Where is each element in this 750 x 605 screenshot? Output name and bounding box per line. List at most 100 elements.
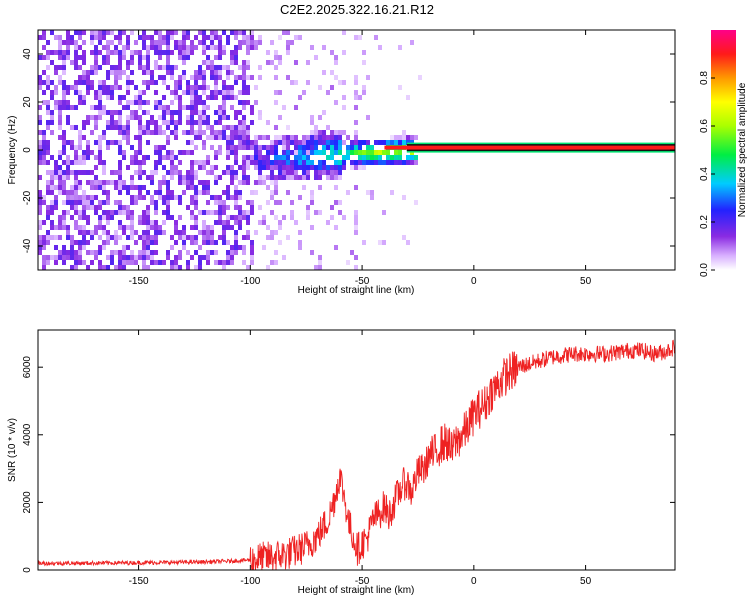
spectrogram-cell bbox=[242, 90, 246, 95]
spectrogram-cell bbox=[402, 140, 406, 145]
spectrogram-cell bbox=[198, 85, 202, 90]
spectrogram-cell bbox=[142, 55, 146, 60]
spectrogram-cell bbox=[266, 135, 270, 140]
spectrogram-cell bbox=[190, 185, 194, 190]
spectrogram-cell bbox=[110, 30, 114, 35]
spectrogram-cell bbox=[94, 120, 98, 125]
spectrogram-cell bbox=[226, 205, 230, 210]
spectrogram-cell bbox=[162, 200, 166, 205]
spectrogram-cell bbox=[202, 120, 206, 125]
spectrogram-cell bbox=[222, 85, 226, 90]
spectrogram-cell bbox=[74, 220, 78, 225]
spectrogram-cell bbox=[366, 190, 370, 195]
spectrogram-cell bbox=[158, 145, 162, 150]
spectrogram-cell bbox=[246, 125, 250, 130]
spectrogram-cell bbox=[46, 210, 50, 215]
spectrogram-cell bbox=[338, 170, 342, 175]
spectrogram-cell bbox=[102, 105, 106, 110]
spectrogram-cell bbox=[74, 175, 78, 180]
spectrogram-cell bbox=[118, 30, 122, 35]
spectrogram-cell bbox=[102, 170, 106, 175]
spectrogram-cell bbox=[58, 150, 62, 155]
snr-y-tick-label: 0 bbox=[22, 567, 33, 573]
spectrogram-cell bbox=[410, 135, 414, 140]
spectrogram-cell bbox=[234, 135, 238, 140]
spectrogram-cell bbox=[150, 130, 154, 135]
spectrogram-cell bbox=[170, 130, 174, 135]
spectrogram-cell bbox=[254, 230, 258, 235]
spectrogram-cell bbox=[274, 125, 278, 130]
spectrogram-cell bbox=[258, 205, 262, 210]
spectrogram-cell bbox=[274, 250, 278, 255]
spectrogram-cell bbox=[414, 155, 418, 160]
spectrogram-cell bbox=[326, 155, 330, 160]
snr-series-line bbox=[38, 339, 675, 570]
spectrogram-cell bbox=[222, 260, 226, 265]
spectrogram-cell bbox=[214, 35, 218, 40]
snr-y-tick-label: 2000 bbox=[22, 491, 33, 514]
spectrogram-cell bbox=[374, 150, 378, 155]
spectrogram-cell bbox=[266, 265, 270, 270]
spectrogram-cell bbox=[274, 55, 278, 60]
spectrogram-cell bbox=[182, 190, 186, 195]
spectrogram-cell bbox=[246, 160, 250, 165]
spectrogram-cell bbox=[218, 110, 222, 115]
spectrogram-cell bbox=[222, 45, 226, 50]
spectrogram-cell bbox=[230, 140, 234, 145]
spectrogram-cell bbox=[186, 140, 190, 145]
spectrogram-cell bbox=[70, 40, 74, 45]
spectrogram-cell bbox=[354, 150, 358, 155]
spectrogram-cell bbox=[218, 45, 222, 50]
spectrogram-cell bbox=[102, 90, 106, 95]
spectrogram-cell bbox=[182, 175, 186, 180]
spectrogram-cell bbox=[94, 230, 98, 235]
spectrogram-cell bbox=[118, 100, 122, 105]
spectrogram-cell bbox=[138, 115, 142, 120]
spectrogram-cell bbox=[158, 40, 162, 45]
spectrogram-cell bbox=[38, 205, 42, 210]
spectrogram-cell bbox=[46, 230, 50, 235]
spectrogram-cell bbox=[58, 35, 62, 40]
spectrogram-cell bbox=[274, 65, 278, 70]
spectrogram-cell bbox=[42, 130, 46, 135]
spectrogram-cell bbox=[318, 170, 322, 175]
spectrogram-cell bbox=[78, 55, 82, 60]
spectrogram-cell bbox=[346, 190, 350, 195]
spectrogram-cell bbox=[146, 110, 150, 115]
spectrogram-cell bbox=[42, 145, 46, 150]
spectrogram-cell bbox=[98, 40, 102, 45]
spectrogram-cell bbox=[214, 70, 218, 75]
spectrogram-cell bbox=[218, 215, 222, 220]
spectrogram-cell bbox=[130, 185, 134, 190]
spectrogram-cell bbox=[146, 250, 150, 255]
spectrogram-cell bbox=[94, 35, 98, 40]
spectrogram-cell bbox=[338, 165, 342, 170]
spectrogram-cell bbox=[166, 180, 170, 185]
spectrogram-cell bbox=[170, 150, 174, 155]
spectrogram-cell bbox=[246, 175, 250, 180]
spectrogram-cell bbox=[138, 220, 142, 225]
spectrogram-cell bbox=[250, 200, 254, 205]
spectrogram-cell bbox=[314, 130, 318, 135]
spectrogram-cell bbox=[154, 50, 158, 55]
spectrogram-cell bbox=[202, 35, 206, 40]
spectrogram-cell bbox=[86, 145, 90, 150]
spectrogram-cell bbox=[218, 130, 222, 135]
spectrogram-cell bbox=[390, 190, 394, 195]
spectrogram-cell bbox=[50, 130, 54, 135]
spectrogram-cell bbox=[202, 165, 206, 170]
spectrogram-cell bbox=[42, 195, 46, 200]
spectrogram-cell bbox=[214, 175, 218, 180]
spectrogram-cell bbox=[270, 260, 274, 265]
spectrogram-cell bbox=[194, 200, 198, 205]
spectrogram-cell bbox=[218, 75, 222, 80]
spectrogram-cell bbox=[378, 160, 382, 165]
spectrogram-cell bbox=[242, 125, 246, 130]
spectrogram-cell bbox=[238, 120, 242, 125]
spectrogram-cell bbox=[194, 160, 198, 165]
spectrogram-cell bbox=[66, 200, 70, 205]
spectrogram-cell bbox=[106, 125, 110, 130]
spectrogram-cell bbox=[62, 225, 66, 230]
spectrogram-cell bbox=[170, 70, 174, 75]
spectrogram-cell bbox=[46, 205, 50, 210]
